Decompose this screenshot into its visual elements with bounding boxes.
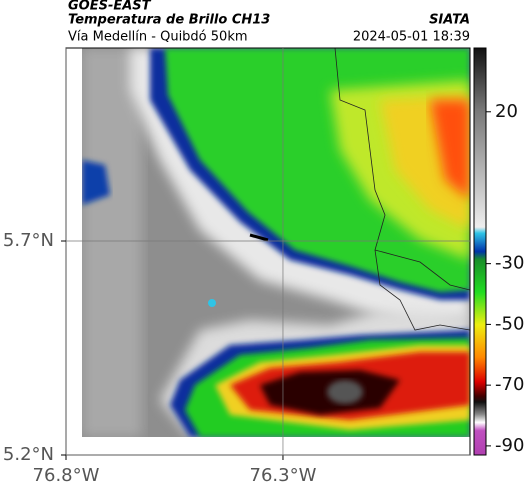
x-tick-label: 76.3°W bbox=[250, 465, 317, 486]
colorbar-tick-label: -90 bbox=[495, 435, 524, 456]
y-tick-label: 5.7°N bbox=[3, 230, 54, 251]
colorbar bbox=[473, 47, 487, 456]
x-tick-label: 76.8°W bbox=[33, 465, 100, 486]
timestamp: 2024-05-01 18:39 bbox=[353, 30, 470, 45]
colorbar-tick-label: -70 bbox=[495, 374, 524, 395]
colorbar-tick-label: -30 bbox=[495, 253, 524, 274]
subtitle: Temperatura de Brillo CH13 bbox=[68, 13, 270, 28]
colorbar-tick-label: -50 bbox=[495, 313, 524, 334]
y-tick-label: 5.2°N bbox=[3, 444, 54, 465]
source: SIATA bbox=[429, 13, 470, 28]
colorbar-tick-label: 20 bbox=[495, 101, 518, 122]
satellite-image bbox=[82, 48, 470, 437]
title: GOES-EAST bbox=[68, 0, 152, 14]
route: Vía Medellín - Quibdó 50km bbox=[68, 30, 248, 45]
